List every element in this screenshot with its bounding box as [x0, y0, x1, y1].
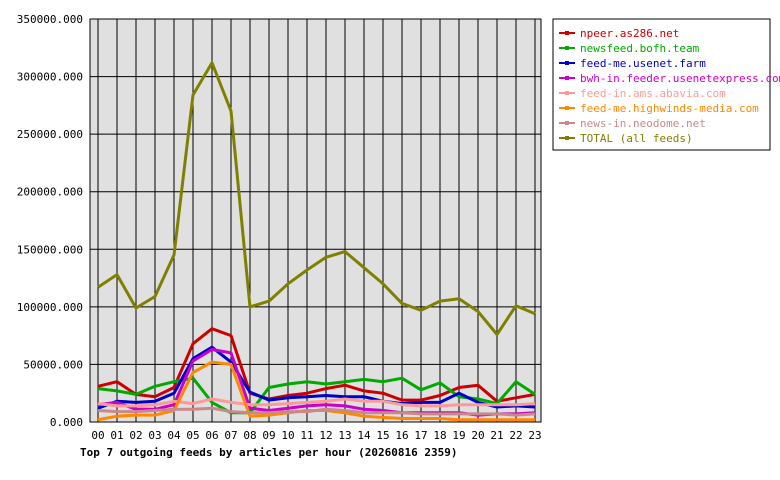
y-tick-label: 200000.000: [17, 186, 83, 199]
x-tick-label: 04: [167, 429, 181, 442]
series-line-3: [97, 345, 536, 410]
legend-marker: [565, 121, 569, 125]
legend-label: news-in.neodome.net: [580, 117, 706, 130]
x-tick-label: 06: [205, 429, 218, 442]
x-tick-label: 22: [509, 429, 522, 442]
x-tick-label: 21: [490, 429, 503, 442]
series-line-2: [97, 376, 536, 415]
x-tick-label: 16: [395, 429, 408, 442]
legend-marker: [565, 106, 569, 110]
legend-label: bwh-in.feeder.usenetexpress.com: [580, 72, 780, 85]
x-tick-label: 12: [319, 429, 332, 442]
legend-label: feed-me.usenet.farm: [580, 57, 706, 70]
series-line-5: [97, 397, 536, 408]
legend-marker: [565, 76, 569, 80]
x-tick-label: 09: [262, 429, 275, 442]
legend-label: npeer.as286.net: [580, 27, 679, 40]
x-tick-label: 08: [243, 429, 256, 442]
x-tick-label: 02: [129, 429, 142, 442]
legend-label: newsfeed.bofh.team: [580, 42, 700, 55]
x-axis: 00 01 02 03 04 05 06 07 08 09 10 11 12 13 14 15 16 17 18 19…: [91, 429, 541, 442]
x-tick-label: 20: [471, 429, 484, 442]
y-axis: 0.000 50000.000 100000.000 150000.000 200000…: [17, 13, 83, 429]
x-tick-label: 15: [376, 429, 389, 442]
x-tick-label: 07: [224, 429, 237, 442]
series-line-8: [97, 61, 536, 336]
legend-marker: [565, 61, 569, 65]
legend-label: feed-me.highwinds-media.com: [580, 102, 759, 115]
y-tick-label: 0.000: [50, 416, 83, 429]
series-layer: [97, 61, 536, 422]
x-tick-label: 05: [186, 429, 199, 442]
series-line-1: [97, 327, 536, 403]
x-tick-label: 13: [338, 429, 351, 442]
y-tick-label: 150000.000: [17, 243, 83, 256]
x-tick-label: 01: [110, 429, 123, 442]
legend-marker: [565, 136, 569, 140]
y-tick-label: 300000.000: [17, 71, 83, 84]
legend-label: TOTAL (all feeds): [580, 132, 693, 145]
legend-marker: [565, 46, 569, 50]
y-tick-label: 100000.000: [17, 301, 83, 314]
y-tick-label: 50000.000: [23, 358, 83, 371]
x-tick-label: 23: [528, 429, 541, 442]
x-tick-label: 19: [452, 429, 465, 442]
x-tick-label: 18: [433, 429, 446, 442]
plot-area: [89, 18, 542, 423]
grid: [90, 18, 541, 423]
x-tick-label: 14: [357, 429, 371, 442]
y-tick-label: 350000.000: [17, 13, 83, 26]
chart-title: Top 7 outgoing feeds by articles per hou…: [80, 446, 458, 459]
x-tick-label: 11: [300, 429, 313, 442]
y-tick-label: 250000.000: [17, 128, 83, 141]
legend-box: [552, 18, 771, 151]
legend-items: npeer.as286.net newsfeed.bofh.team feed-me…: [559, 27, 780, 145]
legend-marker: [565, 31, 569, 35]
x-tick-label: 03: [148, 429, 161, 442]
series-line-7: [97, 406, 536, 417]
legend: npeer.as286.net newsfeed.bofh.team feed-me…: [552, 18, 780, 151]
x-tick-label: 10: [281, 429, 294, 442]
x-tick-label: 17: [414, 429, 427, 442]
legend-marker: [565, 91, 569, 95]
x-tick-label: 00: [91, 429, 104, 442]
legend-label: feed-in.ams.abavia.com: [580, 87, 726, 100]
